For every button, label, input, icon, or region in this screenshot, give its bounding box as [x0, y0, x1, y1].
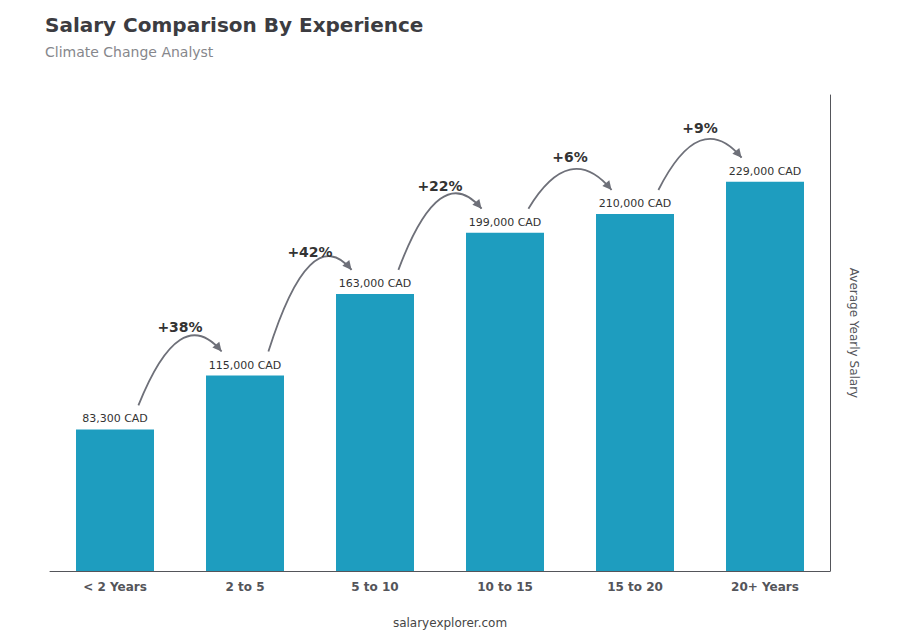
- svg-text:< 2 Years: < 2 Years: [83, 580, 147, 594]
- svg-text:115,000 CAD: 115,000 CAD: [209, 359, 282, 372]
- svg-text:199,000 CAD: 199,000 CAD: [469, 216, 542, 229]
- svg-text:15 to 20: 15 to 20: [607, 580, 663, 594]
- svg-text:163,000 CAD: 163,000 CAD: [339, 277, 412, 290]
- svg-text:Climate Change Analyst: Climate Change Analyst: [45, 44, 214, 60]
- svg-text:+42%: +42%: [287, 244, 332, 260]
- svg-text:salaryexplorer.com: salaryexplorer.com: [393, 616, 507, 630]
- svg-text:210,000 CAD: 210,000 CAD: [599, 197, 672, 210]
- svg-text:+6%: +6%: [552, 149, 588, 165]
- svg-text:83,300 CAD: 83,300 CAD: [82, 412, 148, 425]
- svg-text:229,000 CAD: 229,000 CAD: [729, 165, 802, 178]
- svg-text:Average Yearly Salary: Average Yearly Salary: [847, 268, 861, 398]
- svg-text:+9%: +9%: [682, 120, 718, 136]
- svg-text:20+ Years: 20+ Years: [731, 580, 799, 594]
- svg-text:+38%: +38%: [157, 319, 202, 335]
- svg-text:10 to 15: 10 to 15: [477, 580, 533, 594]
- svg-text:+22%: +22%: [417, 178, 462, 194]
- svg-text:Salary Comparison By Experienc: Salary Comparison By Experience: [45, 13, 423, 37]
- svg-text:5 to 10: 5 to 10: [351, 580, 398, 594]
- svg-text:2 to 5: 2 to 5: [225, 580, 264, 594]
